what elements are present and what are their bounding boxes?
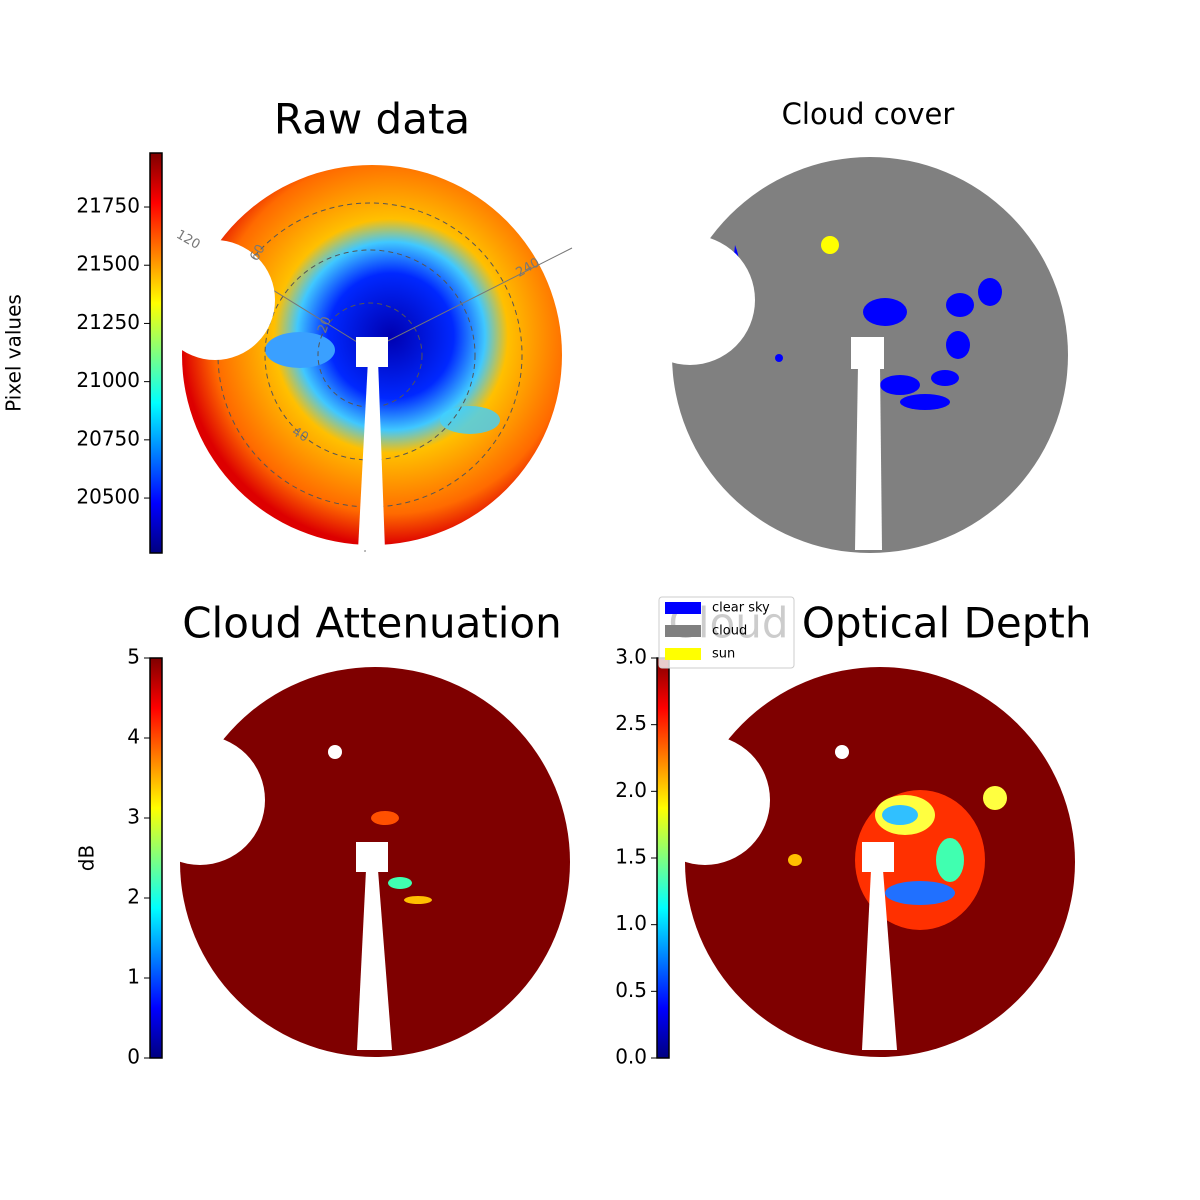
colorbar-tick-label: 1.5 (615, 845, 647, 869)
colorbar-tick-label: 4 (127, 725, 140, 749)
legend-label: clear sky (712, 601, 770, 616)
colorbar-tick-label: 5 (127, 645, 140, 669)
colorbar-tick-label: 3 (127, 805, 140, 829)
legend-swatch (665, 602, 701, 614)
legend-label: sun (712, 647, 735, 662)
colorbar-tick-label: 0.5 (615, 978, 647, 1002)
polar-grid-label: 20 (315, 315, 335, 336)
panel-title: Cloud Attenuation (182, 599, 562, 648)
polar-grid-label: 40 (289, 424, 311, 445)
optical-depth-image (640, 667, 1075, 1057)
colorbar-tick-label: 2.0 (615, 778, 647, 802)
colorbar-tick-label: 1 (127, 965, 140, 989)
raw-image (155, 165, 573, 553)
colorbar-tick-label: 21250 (76, 310, 140, 334)
colorbar-tick-label: 0 (127, 1045, 140, 1069)
colorbar-tick-label: 1.0 (615, 911, 647, 935)
colorbar-tick-label: 21500 (76, 252, 140, 276)
panel-title: Cloud cover (782, 97, 955, 131)
colorbar-label: dB (75, 845, 99, 871)
attenuation-image (135, 667, 570, 1057)
colorbar-tick-label: 20750 (76, 426, 140, 450)
cloud-cover-image (625, 157, 1068, 553)
colorbar (149, 152, 163, 554)
colorbar-tick-label: 0.0 (615, 1045, 647, 1069)
panel-title: Raw data (274, 95, 470, 144)
colorbar-tick-label: 2 (127, 885, 140, 909)
colorbar-tick-label: 21750 (76, 194, 140, 218)
colorbar-tick-label: 21000 (76, 368, 140, 392)
colorbar (149, 657, 163, 1059)
colorbar-tick-label: 20500 (76, 485, 140, 509)
colorbar-tick-label: 2.5 (615, 711, 647, 735)
polar-grid-label: 60 (247, 242, 268, 264)
colorbar (656, 657, 670, 1059)
legend-label: cloud (712, 624, 747, 639)
colorbar-tick-label: 3.0 (615, 645, 647, 669)
legend-swatch (665, 648, 701, 660)
colorbar-label: Pixel values (2, 294, 26, 412)
legend-swatch (665, 625, 701, 637)
